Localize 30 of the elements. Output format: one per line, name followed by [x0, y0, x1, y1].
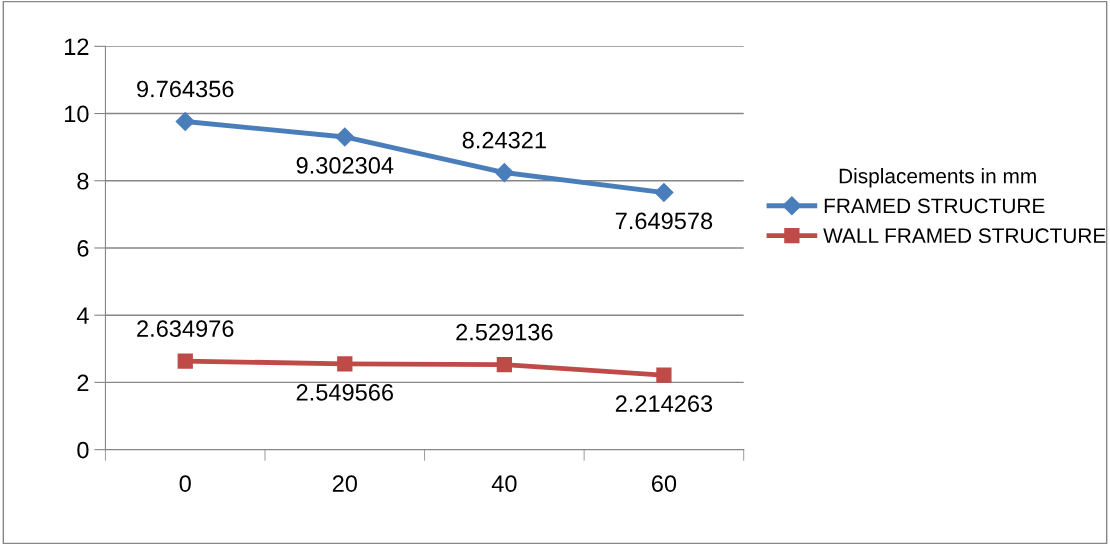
- data-label: 2.549566: [296, 384, 393, 401]
- legend-title: Displacements in mm: [839, 168, 1036, 188]
- y-tick-label: 2: [77, 374, 89, 391]
- x-tick-label: 0: [179, 475, 191, 492]
- y-tick-label: 4: [76, 307, 89, 324]
- point: [177, 353, 193, 369]
- x-tick-label: 60: [651, 475, 677, 492]
- y-tick-label: 6: [77, 240, 89, 257]
- x-tick-label: 40: [491, 475, 517, 492]
- legend-label: FRAMED STRUCTURE: [824, 198, 1045, 214]
- data-label: 8.24321: [462, 131, 546, 149]
- data-label: 9.302304: [296, 157, 394, 174]
- y-tick-label: 12: [65, 38, 89, 55]
- y-tick-label: 0: [77, 441, 89, 459]
- data-label: 2.634976: [137, 320, 234, 337]
- y-tick-label: 10: [65, 105, 89, 123]
- data-label: 2.214263: [615, 395, 713, 412]
- data-label: 9.764356: [137, 80, 234, 98]
- legend-label: WALL FRAMED STRUCTURE: [823, 228, 1106, 244]
- point: [496, 356, 512, 373]
- y-tick-label: 8: [77, 172, 89, 190]
- point: [175, 111, 195, 131]
- point: [337, 356, 353, 372]
- data-label: 2.529136: [456, 323, 553, 341]
- point: [654, 183, 674, 203]
- point: [656, 367, 672, 383]
- point: [494, 163, 514, 183]
- data-label: 7.649578: [615, 212, 713, 230]
- point: [335, 127, 355, 147]
- x-tick-label: 20: [332, 475, 357, 492]
